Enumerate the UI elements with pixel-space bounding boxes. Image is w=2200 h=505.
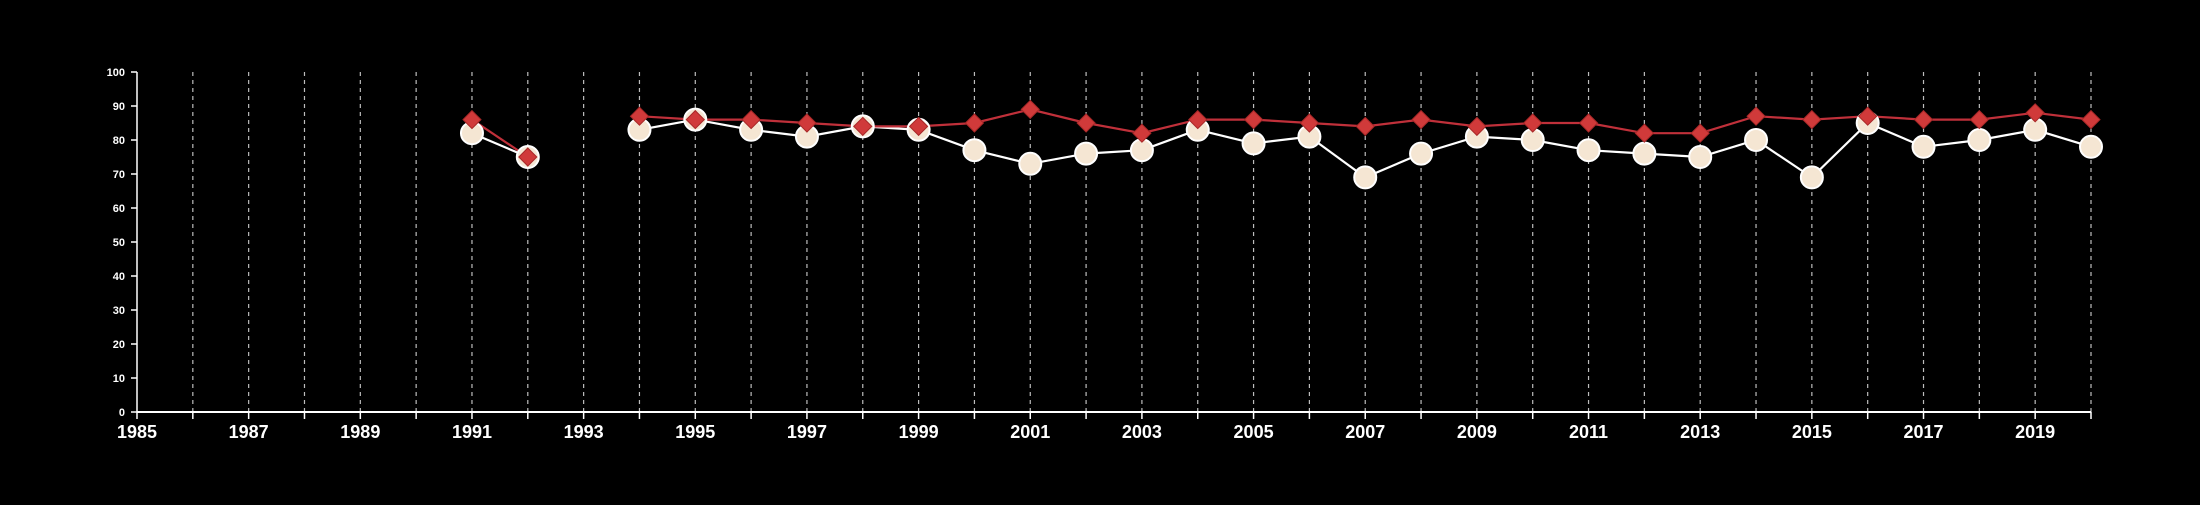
y-tick-label: 100	[107, 67, 125, 79]
x-tick-label: 1985	[117, 422, 157, 442]
x-tick-label: 2011	[1569, 422, 1608, 442]
series-2-point	[1690, 123, 1710, 143]
series-1-point	[1074, 141, 1099, 166]
x-tick-label: 2017	[1903, 422, 1943, 442]
series-2-point	[908, 116, 929, 137]
x-tick-label: 1991	[452, 422, 492, 442]
x-tick-label: 1987	[229, 422, 269, 442]
series-2-point	[1299, 113, 1320, 133]
x-tick-label: 2005	[1234, 422, 1274, 442]
y-tick-label: 40	[113, 271, 125, 283]
series-2-point	[1578, 113, 1599, 133]
series-2-point	[462, 109, 482, 130]
series-1-point	[1241, 131, 1266, 156]
series-2-point	[1355, 116, 1375, 137]
series-2-point	[1467, 116, 1487, 137]
y-tick-label: 20	[113, 339, 125, 351]
x-tick-label: 2013	[1680, 422, 1720, 442]
series-2-point	[1188, 109, 1208, 130]
y-tick-label: 10	[113, 373, 125, 385]
x-tick-label: 2007	[1345, 422, 1385, 442]
x-tick-label: 1993	[564, 422, 604, 442]
series-1-point	[1967, 128, 1992, 152]
series-2-point	[1020, 99, 1040, 120]
x-tick-label: 2015	[1792, 422, 1832, 442]
series-2-point	[2025, 103, 2045, 123]
axes: 0 10 20 30 40 50 60 70 80 90 100 1985 1987 1989 1991 19…	[107, 67, 2092, 442]
x-tick-label: 2003	[1122, 422, 1162, 442]
x-tick-label: 1997	[787, 422, 827, 442]
series-2-point	[1969, 109, 1990, 130]
series-1-point	[1744, 128, 1769, 152]
series-1-point	[2079, 134, 2103, 159]
y-tick-label: 0	[119, 407, 125, 419]
x-tick-label: 1999	[899, 422, 939, 442]
series-2-point	[1634, 123, 1655, 143]
x-tick-label: 2009	[1457, 422, 1497, 442]
y-tick-label: 80	[113, 135, 125, 147]
x-tick-label: 1989	[340, 422, 380, 442]
series-2-point	[797, 113, 817, 133]
series-2-point	[1076, 113, 1096, 133]
series-2-point	[1411, 109, 1431, 130]
series-2-point	[1132, 123, 1152, 143]
series-1-point	[1353, 165, 1378, 190]
series-1-point	[1576, 138, 1601, 163]
series-1-point	[1799, 165, 1824, 190]
series-2-point	[1802, 109, 1822, 130]
series-2-point	[741, 109, 761, 130]
series-2-point	[518, 147, 538, 167]
y-tick-label: 70	[113, 169, 125, 181]
y-tick-label: 90	[113, 101, 125, 113]
y-tick-label: 50	[113, 237, 125, 249]
x-tick-label: 2019	[2015, 422, 2055, 442]
y-tick-label: 60	[113, 203, 125, 215]
series-2-point	[1243, 109, 1264, 130]
series-2-point	[629, 106, 650, 126]
series-1-point	[1688, 145, 1713, 169]
x-tick-label: 2001	[1010, 422, 1050, 442]
series-2-point	[1746, 106, 1766, 126]
series-group	[459, 99, 2103, 190]
series-2-point	[685, 109, 705, 130]
series-1-point	[962, 138, 987, 163]
series-2-point	[964, 113, 985, 133]
y-tick-label: 30	[113, 305, 125, 317]
series-2-point	[1913, 109, 1934, 130]
series-2-point	[853, 116, 873, 137]
series-2-point	[1523, 113, 1543, 133]
x-tick-label: 1995	[675, 422, 715, 442]
series-2-point	[1857, 106, 1878, 126]
series-2-point	[2081, 109, 2101, 130]
series-1-point	[1018, 151, 1043, 176]
series-1-point	[1632, 141, 1657, 166]
series-1-point	[1911, 134, 1936, 159]
series-1-point	[1409, 141, 1434, 166]
